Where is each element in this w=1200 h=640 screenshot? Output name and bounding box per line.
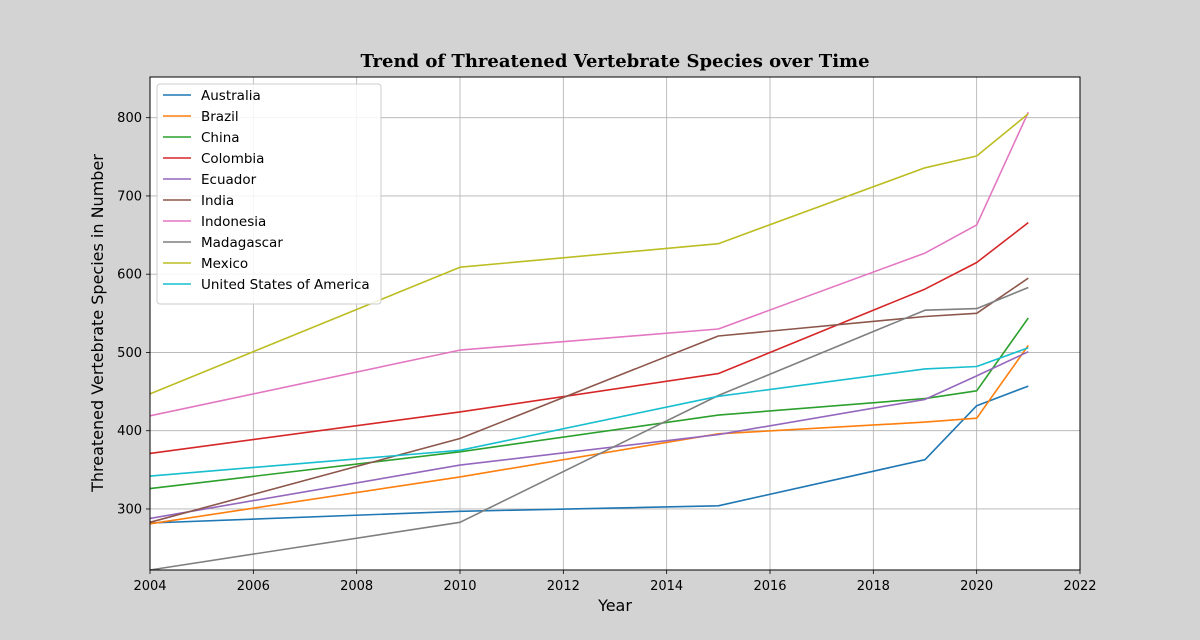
x-tick-label: 2018 <box>857 579 890 594</box>
legend-entry: Brazil <box>201 109 239 125</box>
series-line-china <box>149 317 1029 490</box>
legend-entry: China <box>201 130 240 146</box>
y-tick-label: 400 <box>117 424 142 439</box>
series-line-india <box>149 277 1029 524</box>
x-axis-label: Year <box>597 596 632 615</box>
legend: Australia Brazil China Colombia Ecuador India… <box>156 83 382 305</box>
plot-frame <box>149 76 1081 571</box>
x-tick-label: 2010 <box>443 579 476 594</box>
series-line-australia <box>149 385 1029 524</box>
series-line-united-states-of-america <box>149 347 1029 477</box>
y-tick-label: 800 <box>117 111 142 126</box>
y-tick-label: 500 <box>117 346 142 361</box>
x-tick-label: 2008 <box>340 579 373 594</box>
series-line-ecuador <box>149 350 1029 520</box>
series-line-colombia <box>149 221 1029 455</box>
x-tick-label: 2014 <box>650 579 683 594</box>
legend-entry: Ecuador <box>201 172 257 188</box>
legend-box <box>156 83 382 305</box>
series-line-brazil <box>149 344 1029 525</box>
y-axis-ticks: 300 400 500 600 700 800 <box>117 111 150 517</box>
legend-entry: Madagascar <box>201 235 283 251</box>
x-tick-label: 2012 <box>547 579 580 594</box>
x-axis-ticks: 2004 2006 2008 2010 2012 2014 2016 2018 2020 2022 <box>133 570 1097 594</box>
legend-entry: Mexico <box>201 256 248 272</box>
legend-entry: Colombia <box>201 151 264 167</box>
y-axis-label: Threatened Vertebrate Species in Number <box>88 154 107 493</box>
y-tick-label: 300 <box>117 502 142 517</box>
x-tick-label: 2022 <box>1063 579 1096 594</box>
y-tick-label: 700 <box>117 189 142 204</box>
x-tick-label: 2006 <box>237 579 270 594</box>
series-line-mexico <box>149 113 1029 395</box>
legend-entry: Australia <box>201 88 261 104</box>
legend-entry: India <box>201 193 234 209</box>
legend-entry: United States of America <box>201 277 370 293</box>
x-tick-label: 2004 <box>133 579 166 594</box>
series-line-indonesia <box>149 111 1030 417</box>
series-lines <box>149 111 1030 571</box>
x-tick-label: 2020 <box>960 579 993 594</box>
x-tick-label: 2016 <box>753 579 786 594</box>
chart-title: Trend of Threatened Vertebrate Species o… <box>360 51 869 72</box>
series-line-madagascar <box>149 286 1029 571</box>
legend-entry: Indonesia <box>201 214 266 230</box>
y-tick-label: 600 <box>117 268 142 283</box>
